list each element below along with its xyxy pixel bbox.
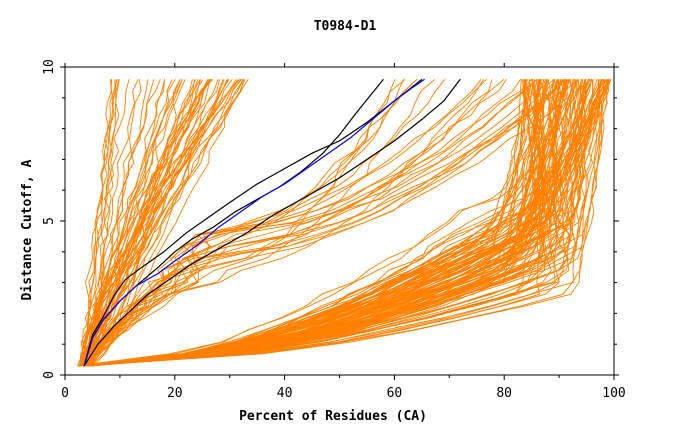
orange-series-line-144 bbox=[84, 79, 580, 367]
orange-series-line-181 bbox=[86, 78, 566, 367]
series-layer bbox=[77, 78, 612, 367]
orange-series-line-187 bbox=[82, 78, 436, 367]
highlight-layer bbox=[83, 78, 461, 367]
orange-series-line-161 bbox=[84, 79, 605, 367]
y-tick-label-10: 10 bbox=[42, 59, 57, 75]
orange-series-line-193 bbox=[88, 78, 559, 367]
orange-series-line-195 bbox=[80, 78, 538, 367]
orange-series-line-170 bbox=[87, 79, 565, 367]
orange-series-line-167 bbox=[94, 79, 591, 367]
series-line-black-2 bbox=[83, 78, 423, 366]
orange-series-line-135 bbox=[79, 79, 568, 367]
orange-series-line-126 bbox=[77, 79, 594, 367]
orange-series-line-155 bbox=[81, 79, 577, 367]
orange-series-line-50 bbox=[90, 79, 114, 366]
orange-series-line-25 bbox=[79, 79, 199, 366]
series-line-blue bbox=[83, 78, 425, 366]
orange-series-line-42 bbox=[84, 79, 229, 366]
x-tick-label-60: 60 bbox=[387, 386, 403, 401]
orange-series-line-37 bbox=[81, 79, 245, 366]
orange-series-line-151 bbox=[91, 79, 546, 367]
x-axis-label: Percent of Residues (CA) bbox=[239, 409, 427, 424]
orange-series-line-12 bbox=[87, 79, 142, 367]
orange-series-line-192 bbox=[80, 78, 538, 367]
orange-series-line-145 bbox=[83, 79, 569, 367]
orange-series-line-198 bbox=[87, 78, 565, 367]
orange-series-line-166 bbox=[81, 79, 587, 367]
x-tick-label-20: 20 bbox=[167, 386, 183, 401]
orange-series-line-199 bbox=[80, 78, 487, 367]
x-tick-label-0: 0 bbox=[61, 386, 69, 401]
x-tick-label-40: 40 bbox=[277, 386, 293, 401]
orange-series-line-43 bbox=[82, 79, 117, 366]
orange-series-line-174 bbox=[87, 79, 571, 367]
orange-series-line-40 bbox=[77, 78, 243, 366]
orange-series-line-49 bbox=[85, 78, 214, 367]
orange-series-line-99 bbox=[86, 79, 608, 367]
orange-series-line-171 bbox=[84, 79, 560, 367]
orange-series-line-53 bbox=[80, 79, 204, 366]
orange-series-line-163 bbox=[89, 79, 522, 367]
orange-series-line-26 bbox=[81, 79, 130, 366]
orange-series-line-172 bbox=[90, 79, 590, 367]
orange-series-line-30 bbox=[80, 79, 237, 366]
orange-series-line-173 bbox=[77, 79, 590, 367]
axis-layer: 0 20 40 60 80 100 0 5 10 bbox=[42, 59, 626, 401]
orange-series-line-169 bbox=[85, 79, 610, 367]
x-tick-label-80: 80 bbox=[496, 386, 512, 401]
y-tick-label-0: 0 bbox=[42, 371, 57, 379]
orange-series-line-134 bbox=[84, 79, 571, 367]
orange-series-line-44 bbox=[87, 78, 241, 366]
y-axis-label: Distance Cutoff, A bbox=[20, 159, 35, 300]
orange-series-line-54 bbox=[92, 79, 183, 367]
orange-series-line-196 bbox=[87, 79, 521, 367]
chart-title: T0984-D1 bbox=[314, 19, 377, 34]
orange-series-line-24 bbox=[81, 78, 212, 366]
series-line-black-3 bbox=[83, 78, 461, 367]
x-tick-label-100: 100 bbox=[602, 386, 625, 401]
orange-series-line-165 bbox=[78, 79, 546, 367]
orange-series-line-0 bbox=[79, 79, 244, 367]
orange-series-line-88 bbox=[77, 79, 602, 367]
orange-series-line-36 bbox=[83, 79, 118, 366]
orange-series-line-23 bbox=[78, 79, 201, 367]
orange-series-line-159 bbox=[89, 79, 611, 367]
orange-series-line-146 bbox=[84, 79, 556, 367]
y-tick-label-5: 5 bbox=[42, 217, 57, 225]
orange-series-line-164 bbox=[86, 79, 559, 367]
orange-series-line-149 bbox=[77, 79, 579, 367]
orange-series-line-176 bbox=[85, 78, 556, 367]
orange-series-line-17 bbox=[79, 79, 246, 366]
orange-series-line-19 bbox=[82, 79, 249, 366]
